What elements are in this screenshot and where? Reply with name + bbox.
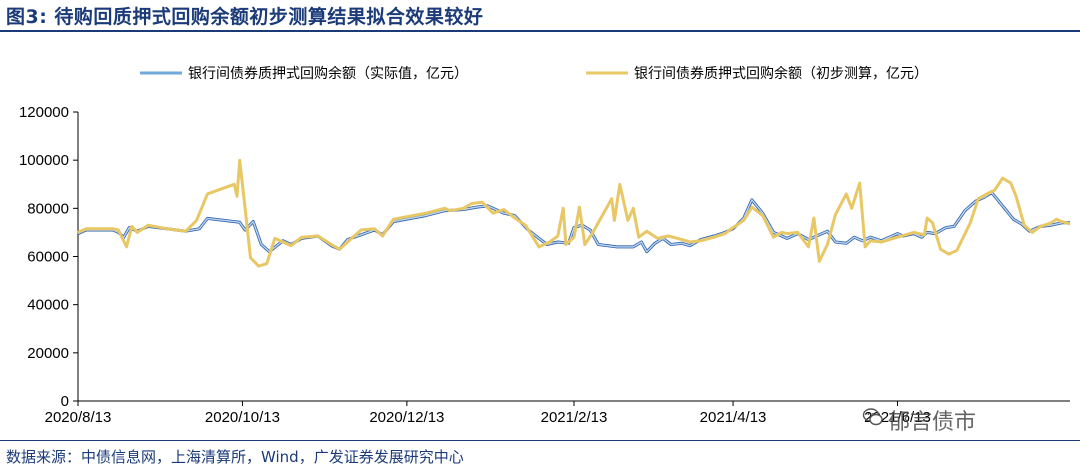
y-tick-label: 100000 — [19, 152, 69, 169]
series-line-estimate — [77, 158, 1071, 268]
y-tick-label: 20000 — [27, 345, 69, 362]
series-layer — [77, 158, 1071, 268]
title-rule — [0, 30, 1080, 32]
watermark: 郁言债市 — [888, 410, 977, 435]
legend-label-actual: 银行间债券质押式回购余额（实际值，亿元） — [188, 65, 468, 82]
y-tick-label: 120000 — [19, 104, 69, 121]
x-tick-label: 2020/8/13 — [45, 409, 112, 426]
legend-label-estimate: 银行间债券质押式回购余额（初步测算，亿元） — [634, 65, 928, 82]
source-note: 数据来源：中债信息网，上海清算所，Wind，广发证券发展研究中心 — [6, 448, 464, 466]
x-tick-label: 2020/12/13 — [369, 409, 444, 426]
axes: 0 20000 40000 60000 80000 100000 120000 2020/8/… — [19, 104, 1070, 426]
y-tick-label: 40000 — [27, 297, 69, 314]
series-line-actual-outline — [77, 191, 1070, 254]
y-tick-label: 60000 — [27, 249, 69, 266]
x-tick-label: 2021/2/13 — [541, 409, 608, 426]
bottom-rule — [0, 440, 1080, 441]
y-tick-label: 0 — [61, 393, 69, 410]
legend: 银行间债券质押式回购余额（实际值，亿元） 银行间债券质押式回购余额（初步测算，亿… — [140, 65, 928, 82]
chart: 0 20000 40000 60000 80000 100000 120000 2020/8/… — [19, 65, 1071, 426]
x-tick-label: 2021/4/13 — [700, 409, 767, 426]
x-tick-label: 2020/10/13 — [205, 409, 280, 426]
y-tick-label: 80000 — [27, 200, 69, 217]
figure-title: 图3: 待购回质押式回购余额初步测算结果拟合效果较好 — [6, 6, 484, 28]
wechat-icon — [862, 408, 883, 426]
